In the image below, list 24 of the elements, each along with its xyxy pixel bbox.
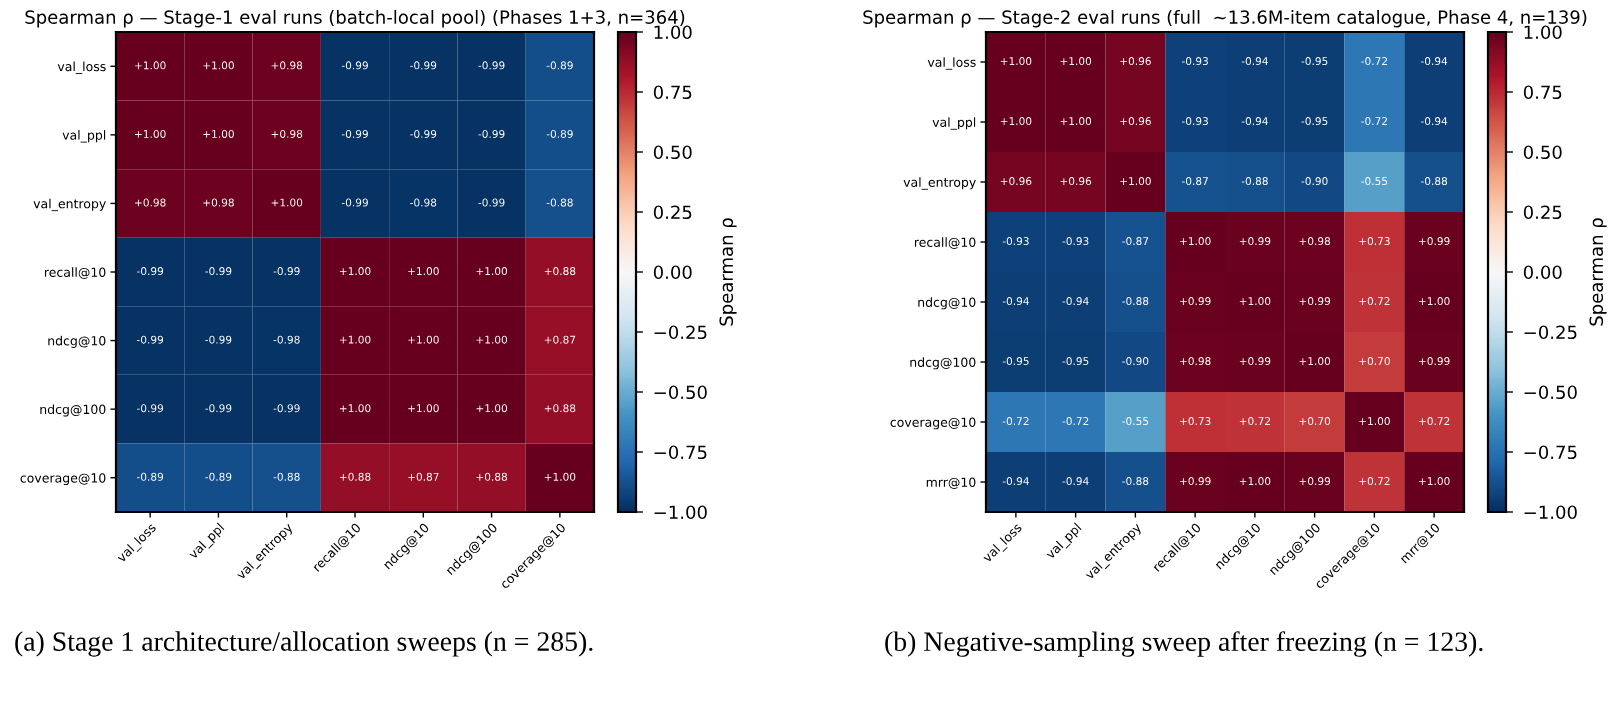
- color-bar-label: 0.75: [1523, 85, 1562, 100]
- color-bar-label: −0.50: [654, 385, 707, 400]
- color-bar-label: 0.75: [653, 85, 692, 100]
- color-bar-title: Spearman ρ: [719, 218, 737, 326]
- chart-title: Spearman ρ — Stage-2 eval runs (full ~13.6M-item catalogue, Phase 4, n=139): [863, 9, 1587, 28]
- color-bar-title: Spearman ρ: [1589, 218, 1607, 326]
- color-bar-label: −0.25: [1524, 325, 1577, 340]
- color-bar-label: −1.00: [1524, 505, 1577, 520]
- color-bar-label: 0.25: [1523, 205, 1562, 220]
- color-bar-label: 0.25: [653, 205, 692, 220]
- color-bar-label: 0.00: [653, 265, 692, 280]
- color-bar-label: −0.25: [654, 325, 707, 340]
- color-bar-label: −0.50: [1524, 385, 1577, 400]
- chart-title: Spearman ρ — Stage-1 eval runs (batch-local pool) (Phases 1+3, n=364): [25, 9, 685, 28]
- color-bar-label: 1.00: [654, 25, 692, 40]
- color-bar-label: 0.50: [653, 145, 692, 160]
- text: (a) Stage 1 architecture/allocation sweeps (n = 285).: [15, 631, 593, 657]
- color-bar-label: −0.75: [654, 445, 707, 460]
- text: (b) Negative-sampling sweep after freezing (n = 123).: [885, 631, 1483, 657]
- color-bar-label: −0.75: [1524, 445, 1577, 460]
- color-bar-label: −1.00: [654, 505, 707, 520]
- color-bar-label: 0.00: [1523, 265, 1562, 280]
- color-bar-label: 0.50: [1523, 145, 1562, 160]
- color-bar-label: 1.00: [1524, 25, 1562, 40]
